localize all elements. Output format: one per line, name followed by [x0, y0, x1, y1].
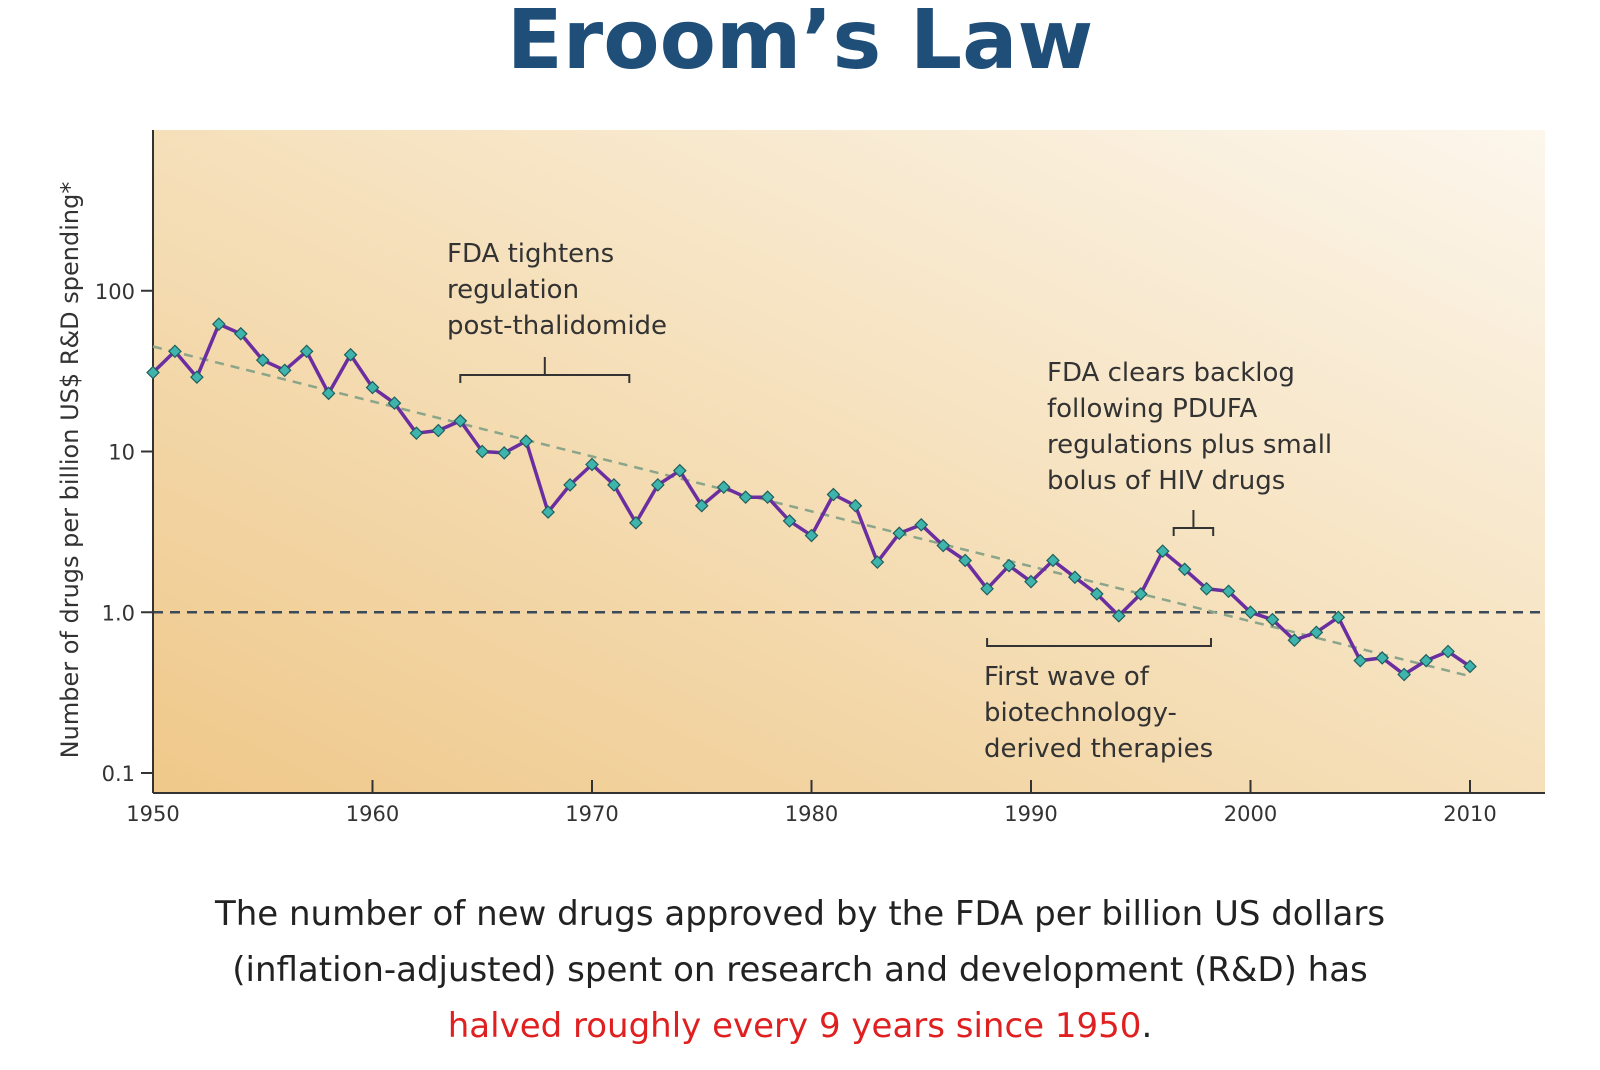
data-point [233, 326, 248, 341]
data-point [1002, 558, 1016, 573]
y-tick-label: 0.1 [102, 762, 135, 786]
caption-line-1: The number of new drugs approved by the … [214, 894, 1386, 934]
data-point [1331, 610, 1346, 625]
data-point [848, 498, 863, 513]
data-point [519, 434, 533, 448]
data-point [804, 528, 819, 543]
annotation-fda-backlog: bolus of HIV drugs [1047, 466, 1285, 496]
y-axis-label: Number of drugs per billion US$ R&D spen… [56, 182, 84, 759]
x-tick-label: 1950 [126, 802, 179, 826]
data-point [1046, 553, 1060, 568]
data-point [387, 396, 402, 410]
y-tick-label: 1.0 [102, 601, 135, 625]
annotation-bracket-fda-tightens [459, 357, 631, 383]
data-point [365, 380, 380, 395]
data-point [1090, 587, 1104, 601]
data-point [475, 444, 490, 459]
caption-highlight: halved roughly every 9 years since 1950 [447, 1006, 1142, 1046]
data-point [541, 505, 555, 519]
x-tick-label: 1990 [1004, 802, 1057, 826]
data-point [1155, 544, 1170, 558]
data-point [1024, 574, 1038, 589]
trend-line [152, 345, 1471, 678]
annotation-fda-backlog: FDA clears backlog [1047, 358, 1295, 388]
data-point [497, 446, 512, 460]
data-point [1068, 570, 1082, 585]
annotation-bracket-biotech [986, 638, 1212, 647]
data-point [1287, 633, 1302, 648]
annotation-bracket-fda-backlog [1172, 510, 1215, 536]
annotation-fda-backlog: following PDUFA [1047, 394, 1257, 424]
data-point [1353, 653, 1368, 668]
data-point [826, 487, 841, 502]
data-point [190, 370, 204, 385]
x-tick-label: 1980 [785, 802, 838, 826]
annotation-fda-tightens: post-thalidomide [447, 311, 667, 341]
data-point [1375, 651, 1390, 665]
annotation-biotech: biotechnology- [984, 698, 1177, 728]
annotation-biotech: derived therapies [984, 734, 1213, 764]
data-point [212, 317, 226, 331]
data-point [585, 457, 599, 472]
data-point [738, 490, 753, 505]
data-point [782, 514, 797, 528]
data-point [321, 386, 336, 401]
data-point [958, 553, 972, 568]
data-point [1265, 612, 1280, 627]
data-point [1177, 562, 1192, 577]
data-point [1111, 608, 1126, 623]
y-tick-label: 100 [95, 280, 135, 304]
caption-end: . [1141, 1006, 1153, 1046]
data-point [629, 515, 643, 530]
data-point [1441, 644, 1455, 659]
data-point [760, 490, 775, 505]
data-point [146, 365, 160, 380]
data-point [409, 426, 424, 441]
data-point [1419, 653, 1433, 668]
annotation-biotech: First wave of [984, 662, 1150, 692]
slide-title: Eroom’s Law [506, 0, 1094, 88]
data-point [672, 463, 687, 478]
x-tick-label: 2010 [1443, 802, 1496, 826]
data-point [1199, 581, 1214, 596]
x-tick-label: 1970 [565, 802, 618, 826]
caption-line-3: halved roughly every 9 years since 1950. [100, 998, 1500, 1054]
plot-background [153, 130, 1545, 793]
caption-line-2: (inflation-adjusted) spent on research a… [232, 950, 1368, 990]
data-point [1309, 625, 1324, 640]
data-point [980, 581, 994, 596]
caption: The number of new drugs approved by the … [100, 886, 1500, 1054]
data-point [870, 555, 885, 569]
data-point [1243, 605, 1258, 620]
annotation-fda-backlog: regulations plus small [1047, 430, 1332, 460]
data-point [936, 538, 951, 553]
data-point [277, 363, 292, 378]
data-point [892, 526, 907, 541]
data-point [651, 478, 665, 492]
y-tick-label: 10 [108, 441, 135, 465]
data-point [694, 498, 709, 513]
annotation-fda-tightens: FDA tightens [447, 239, 614, 269]
x-tick-label: 2000 [1224, 802, 1277, 826]
data-point [299, 344, 314, 359]
data-point [1133, 587, 1148, 601]
data-point [453, 414, 468, 428]
data-point [716, 480, 731, 495]
data-point [343, 347, 358, 362]
data-point [607, 478, 621, 492]
annotation-fda-tightens: regulation [447, 275, 579, 305]
data-point [255, 353, 270, 368]
data-point [1397, 667, 1411, 682]
data-point [431, 423, 446, 438]
x-tick-label: 1960 [346, 802, 399, 826]
data-point [914, 517, 929, 532]
data-point [1463, 659, 1477, 674]
data-point [168, 344, 182, 359]
data-point [1221, 584, 1236, 599]
data-point [563, 478, 577, 492]
